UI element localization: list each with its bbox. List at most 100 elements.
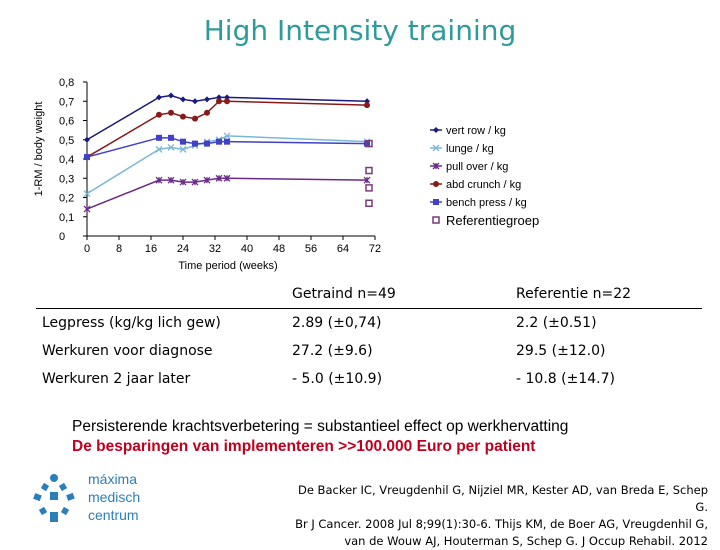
table-cell: - 10.8 (±14.7) bbox=[516, 371, 615, 387]
chart-legend: vert row / kg lunge / kg pull over / kg abd… bbox=[430, 125, 539, 228]
data-point bbox=[84, 154, 90, 161]
data-point bbox=[168, 109, 174, 116]
y-tick-label: 0 bbox=[59, 231, 65, 243]
data-point bbox=[432, 144, 440, 152]
savings-text: De besparingen van implementeren >>100.0… bbox=[72, 438, 536, 455]
reference-line: Br J Cancer. 2008 Jul 8;99(1):30-6. Thij… bbox=[295, 517, 708, 531]
x-tick-label: 16 bbox=[145, 243, 157, 255]
y-tick-label: 0,8 bbox=[59, 77, 74, 89]
y-tick-label: 0,2 bbox=[59, 193, 74, 205]
data-point bbox=[364, 140, 370, 147]
table-header-cell: Getraind n=49 bbox=[286, 280, 510, 309]
y-tick-label: 0,1 bbox=[59, 212, 74, 224]
maxima-logo: máxima medisch centrum bbox=[28, 470, 188, 530]
table-header-cell: Referentie n=22 bbox=[510, 280, 702, 309]
data-point bbox=[363, 176, 371, 184]
data-point bbox=[365, 139, 373, 148]
data-point bbox=[433, 181, 439, 187]
data-point bbox=[216, 94, 222, 101]
table-cell: - 5.0 (±10.9) bbox=[292, 371, 383, 387]
data-point bbox=[433, 127, 439, 133]
data-point bbox=[84, 136, 90, 143]
data-point bbox=[167, 143, 175, 151]
data-point bbox=[224, 138, 230, 145]
x-tick-label: 32 bbox=[209, 243, 221, 255]
y-tick-label: 0,5 bbox=[59, 135, 74, 147]
data-point bbox=[156, 94, 162, 101]
data-point bbox=[167, 176, 175, 184]
data-point bbox=[180, 113, 186, 120]
data-point bbox=[223, 174, 231, 182]
page-title: High Intensity training bbox=[203, 14, 517, 47]
x-axis-label: Time period (weeks) bbox=[178, 260, 277, 272]
legend-label: pull over / kg bbox=[446, 161, 508, 173]
data-point bbox=[365, 199, 373, 208]
x-tick-label: 0 bbox=[84, 243, 90, 255]
data-point bbox=[224, 94, 230, 101]
data-point bbox=[365, 184, 373, 192]
data-point bbox=[204, 140, 210, 147]
logo-line-2: medisch centrum bbox=[88, 489, 141, 523]
logo-text: máxima medisch centrum bbox=[88, 470, 188, 524]
chart-series bbox=[83, 92, 373, 213]
data-point bbox=[192, 98, 198, 105]
data-point bbox=[365, 166, 373, 175]
data-point bbox=[223, 132, 231, 140]
table-row: Werkuren 2 jaar later - 5.0 (±10.9) - 10… bbox=[36, 365, 702, 393]
series-vert-row-kg bbox=[84, 92, 370, 143]
data-point bbox=[83, 205, 91, 213]
series-pull-over-kg bbox=[83, 174, 371, 213]
table-cell: 2.89 (±0,74) bbox=[292, 315, 382, 331]
data-point bbox=[216, 138, 222, 145]
data-point bbox=[192, 115, 198, 122]
table-cell: 29.5 (±12.0) bbox=[516, 343, 606, 359]
table-row: Werkuren voor diagnose 27.2 (±9.6) 29.5 … bbox=[36, 337, 702, 365]
data-point bbox=[179, 145, 187, 153]
series-bench-press-kg bbox=[84, 134, 370, 161]
reference-line: van de Wouw AJ, Houterman S, Schep G. J … bbox=[344, 534, 708, 548]
data-point bbox=[192, 140, 198, 147]
legend-label: abd crunch / kg bbox=[446, 179, 521, 191]
data-point bbox=[191, 178, 199, 186]
data-point bbox=[364, 102, 370, 109]
y-tick-label: 0,3 bbox=[59, 173, 74, 185]
table-cell: Legpress (kg/kg lich gew) bbox=[42, 315, 221, 331]
data-point bbox=[156, 134, 162, 141]
table-cell: 2.2 (±0.51) bbox=[516, 315, 597, 331]
data-point bbox=[433, 199, 439, 205]
data-point bbox=[180, 96, 186, 103]
logo-line-1: máxima bbox=[88, 471, 138, 487]
series-line bbox=[86, 100, 368, 158]
logo-figure-icon bbox=[33, 474, 75, 522]
data-point bbox=[216, 98, 222, 105]
y-tick-label: 0,4 bbox=[59, 154, 74, 166]
data-point bbox=[215, 174, 223, 182]
x-tick-label: 24 bbox=[177, 243, 189, 255]
table-cell: Werkuren 2 jaar later bbox=[42, 371, 191, 387]
data-point bbox=[224, 98, 230, 105]
data-point bbox=[155, 145, 163, 153]
x-tick-label: 8 bbox=[116, 243, 122, 255]
table-cell: Werkuren voor diagnose bbox=[42, 343, 213, 359]
results-table: Getraind n=49 Referentie n=22 Legpress (… bbox=[36, 280, 702, 393]
x-tick-label: 48 bbox=[273, 243, 285, 255]
x-tick-label: 56 bbox=[305, 243, 317, 255]
table-row: Legpress (kg/kg lich gew) 2.89 (±0,74) 2… bbox=[36, 309, 702, 338]
series-line bbox=[86, 177, 368, 210]
data-point bbox=[155, 176, 163, 184]
legend-label: Referentiegroep bbox=[446, 213, 539, 228]
chart-axes: 0 0,1 0,2 0,3 0,4 0,5 0,6 0,7 0,8 0 8 16 24 32 40 48 56 6… bbox=[33, 77, 381, 272]
data-point bbox=[179, 178, 187, 186]
data-point bbox=[168, 134, 174, 141]
data-point bbox=[156, 111, 162, 118]
conclusion-text: Persisterende krachtsverbetering = subst… bbox=[72, 418, 569, 435]
x-tick-label: 40 bbox=[241, 243, 253, 255]
reference-line: De Backer IC, Vreugdenhil G, Nijziel MR,… bbox=[297, 483, 708, 514]
y-axis-label: 1-RM / body weight bbox=[33, 102, 45, 197]
table-header-cell bbox=[36, 280, 286, 309]
data-point bbox=[83, 190, 91, 198]
series-abd-crunch-kg bbox=[84, 98, 370, 161]
y-tick-label: 0,7 bbox=[59, 96, 74, 108]
legend-label: vert row / kg bbox=[446, 125, 506, 137]
table-header-row: Getraind n=49 Referentie n=22 bbox=[36, 280, 702, 309]
